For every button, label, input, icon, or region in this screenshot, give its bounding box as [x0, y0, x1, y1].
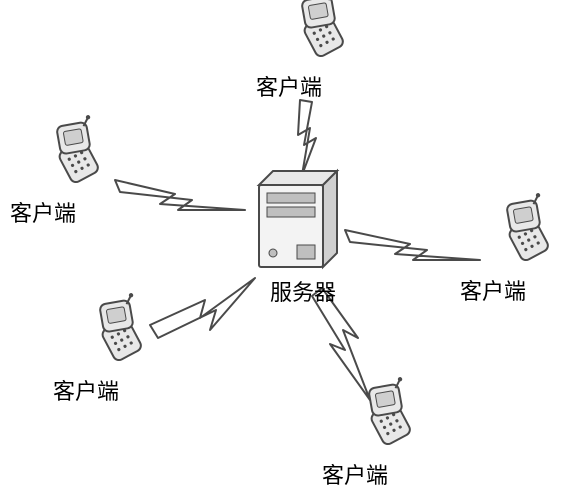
- client-label-left: 客户端: [10, 196, 76, 228]
- bolt-bottom-left: [150, 278, 255, 338]
- network-diagram: 服务器 客户端客户端客户端客户端客户端: [0, 0, 578, 500]
- client-phone-bottom-right: [358, 372, 427, 446]
- client-phone-bottom-left: [89, 288, 158, 362]
- bolt-right: [345, 230, 480, 260]
- bolt-left: [115, 180, 245, 210]
- client-phone-left: [46, 110, 115, 184]
- client-label-bottom-right: 客户端: [322, 458, 388, 490]
- client-label-bottom-left: 客户端: [53, 374, 119, 406]
- client-phone-right: [496, 188, 565, 262]
- server-label: 服务器: [270, 275, 336, 307]
- client-label-top: 客户端: [256, 70, 322, 102]
- client-phone-top: [291, 0, 360, 58]
- client-label-right: 客户端: [460, 274, 526, 306]
- server-icon: [259, 171, 337, 267]
- bolt-top: [298, 100, 316, 175]
